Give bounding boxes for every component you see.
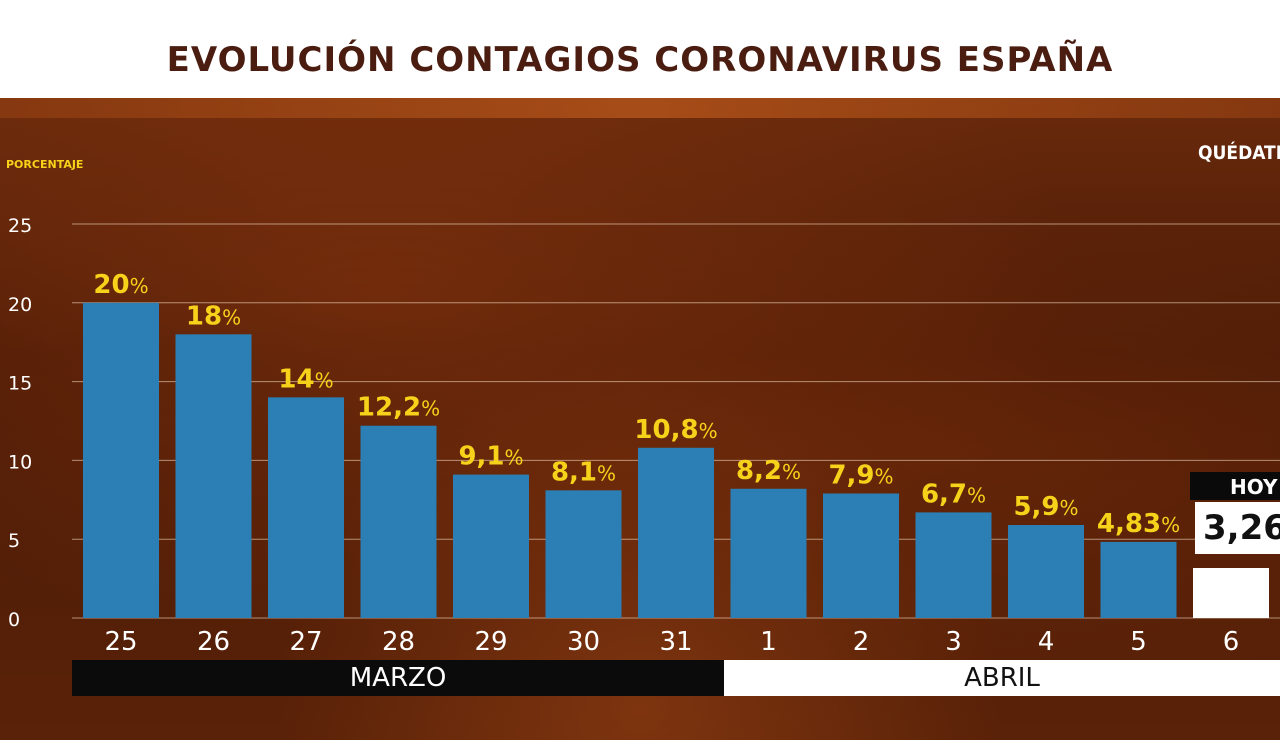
today-label: HOY	[1230, 475, 1278, 499]
y-tick-label: 0	[8, 609, 20, 631]
slogan-text: QUÉDATE	[1198, 142, 1280, 164]
data-label: 14%	[278, 364, 333, 394]
x-tick-label: 25	[104, 627, 137, 657]
today-value: 3,26	[1203, 508, 1280, 548]
bar	[83, 302, 159, 618]
month-band-marzo: MARZO	[72, 660, 724, 696]
data-label: 20%	[93, 270, 148, 300]
x-tick-label: 3	[945, 627, 962, 657]
month-band-abril: ABRIL	[724, 660, 1280, 696]
bar-today	[1193, 568, 1269, 618]
x-tick-label: 28	[382, 627, 415, 657]
y-tick-label: 25	[8, 215, 32, 237]
data-label: 4,83%	[1097, 509, 1180, 539]
x-tick-label: 1	[760, 627, 777, 657]
x-tick-label: 2	[853, 627, 870, 657]
x-tick-label: 31	[659, 627, 692, 657]
bar	[545, 490, 622, 618]
y-axis-label: PORCENTAJE	[6, 158, 84, 171]
bar	[638, 447, 714, 618]
x-tick-label: 4	[1038, 627, 1055, 657]
bar	[1008, 525, 1084, 618]
x-tick-label: 27	[289, 627, 322, 657]
x-tick-label: 30	[567, 627, 600, 657]
bar	[453, 474, 529, 618]
bar	[175, 334, 252, 618]
bar	[360, 425, 437, 618]
y-tick-label: 20	[8, 294, 32, 316]
y-tick-label: 5	[8, 530, 20, 552]
bar	[823, 493, 899, 618]
x-tick-label: 26	[197, 627, 230, 657]
bar	[915, 512, 992, 618]
data-label: 7,9%	[828, 460, 893, 490]
bar	[730, 488, 807, 618]
y-tick-label: 15	[8, 373, 32, 395]
y-tick-label: 10	[8, 451, 32, 473]
x-tick-label: 6	[1223, 627, 1240, 657]
today-value-box: 3,26	[1195, 502, 1280, 554]
data-label: 12,2%	[357, 393, 440, 423]
chart-title: EVOLUCIÓN CONTAGIOS CORONAVIRUS ESPAÑA	[166, 40, 1114, 80]
x-tick-label: 29	[474, 627, 507, 657]
data-label: 9,1%	[458, 442, 523, 472]
x-tick-label: 5	[1130, 627, 1147, 657]
data-label: 10,8%	[634, 415, 717, 445]
today-badge: HOY	[1190, 472, 1280, 500]
data-label: 18%	[186, 301, 241, 331]
data-label: 6,7%	[921, 479, 986, 509]
data-label: 8,2%	[736, 456, 801, 486]
bar	[268, 397, 344, 618]
data-label: 5,9%	[1013, 492, 1078, 522]
decorative-strip	[0, 98, 1280, 118]
bar	[1100, 541, 1177, 618]
title-band	[0, 0, 1280, 98]
data-label: 8,1%	[551, 457, 616, 487]
